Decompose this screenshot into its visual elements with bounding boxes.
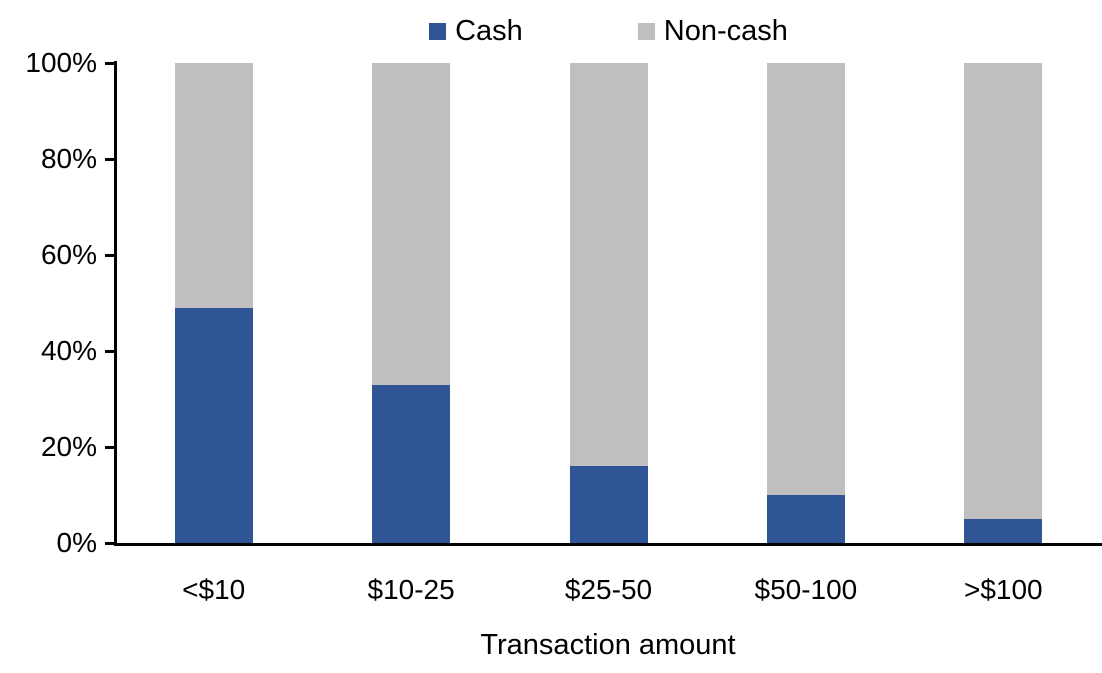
legend-label-cash: Cash — [455, 14, 523, 47]
y-axis-tick-label: 60% — [40, 239, 97, 270]
y-axis-tick — [105, 61, 114, 65]
x-axis-category-label: $10-25 — [367, 574, 455, 605]
bar-segment-cash — [372, 384, 451, 543]
bar-segment-cash — [569, 466, 648, 543]
x-axis-category-label: >$100 — [963, 574, 1043, 605]
legend-item-non-cash: Non-cash — [637, 14, 788, 47]
y-axis-tick — [105, 445, 114, 449]
x-axis-title: Transaction amount — [480, 629, 736, 661]
y-axis-tick-label: 0% — [56, 527, 97, 558]
bar-segment-cash — [964, 519, 1043, 543]
chart-legend: Cash Non-cash — [115, 13, 1102, 49]
y-axis-tick — [105, 541, 114, 545]
y-axis-tick — [105, 253, 114, 257]
y-axis-tick — [105, 157, 114, 161]
x-axis-line — [114, 543, 1102, 546]
y-axis-tick-label: 40% — [40, 335, 97, 366]
bar-segment-non-cash — [569, 63, 648, 467]
bar-segment-cash — [174, 307, 253, 543]
legend-item-cash: Cash — [429, 14, 523, 47]
y-axis-tick-label: 100% — [25, 47, 97, 78]
bar-segment-non-cash — [174, 63, 253, 308]
x-axis-category-label: <$10 — [182, 574, 246, 605]
y-axis-tick — [105, 349, 114, 353]
bar-segment-cash — [766, 495, 845, 543]
y-axis-tick-label: 20% — [40, 431, 97, 462]
legend-swatch-cash-icon — [429, 22, 447, 40]
x-axis-category-label: $50-100 — [754, 574, 858, 605]
legend-label-non-cash: Non-cash — [663, 14, 788, 47]
legend-swatch-non-cash-icon — [637, 22, 655, 40]
y-axis-tick-label: 80% — [40, 143, 97, 174]
bar-segment-non-cash — [766, 63, 845, 495]
bar-segment-non-cash — [372, 63, 451, 385]
x-axis-category-label: $25-50 — [564, 574, 653, 605]
y-axis-line — [114, 61, 117, 546]
bar-segment-non-cash — [964, 63, 1043, 519]
